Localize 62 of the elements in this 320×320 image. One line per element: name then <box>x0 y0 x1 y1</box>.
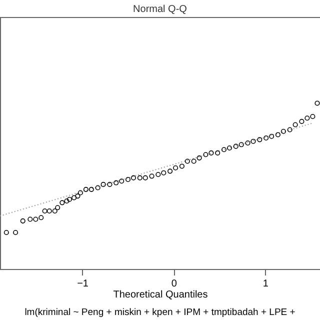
point <box>196 155 202 160</box>
point <box>4 230 9 236</box>
point <box>119 178 124 184</box>
point <box>38 215 44 220</box>
x-axis-title: Theoretical Quantiles <box>113 290 208 300</box>
point <box>208 150 214 156</box>
point <box>299 118 304 124</box>
point <box>250 138 256 144</box>
point <box>215 150 220 156</box>
point <box>114 180 119 186</box>
point <box>46 208 52 214</box>
point <box>161 170 166 176</box>
text: lm(kriminal ~ Peng + miskin + kpen + IPM + tmptibadah + LPE + <box>24 307 296 318</box>
point <box>287 127 292 132</box>
point <box>168 168 173 174</box>
point <box>221 147 227 152</box>
point <box>304 116 310 121</box>
point <box>42 208 48 214</box>
point <box>314 100 320 106</box>
x-tick-label: 0 <box>171 278 178 290</box>
point <box>191 158 196 164</box>
point <box>64 198 70 204</box>
point <box>130 175 136 180</box>
point <box>275 132 280 138</box>
point <box>78 190 83 196</box>
point <box>20 218 26 224</box>
point <box>75 194 80 199</box>
point <box>60 200 65 206</box>
point <box>83 186 88 192</box>
point <box>72 195 77 200</box>
point <box>66 196 72 202</box>
point <box>233 144 238 149</box>
point <box>13 230 18 236</box>
point <box>137 175 142 180</box>
point <box>33 216 38 222</box>
point <box>280 128 286 134</box>
point <box>310 114 316 119</box>
point <box>142 175 148 180</box>
chart-title: Normal Q-Q <box>133 4 188 15</box>
point <box>52 208 58 214</box>
point <box>149 174 154 179</box>
point <box>203 152 208 158</box>
point <box>95 185 100 190</box>
point <box>264 136 269 141</box>
point <box>88 186 94 192</box>
point <box>238 142 244 148</box>
point <box>156 172 161 178</box>
point <box>257 137 262 142</box>
point <box>100 182 106 187</box>
point <box>184 158 190 164</box>
x-tick-label: −1 <box>77 278 89 290</box>
point <box>55 205 60 210</box>
point <box>173 165 178 170</box>
point <box>125 176 131 182</box>
point <box>28 216 33 222</box>
point <box>292 122 298 128</box>
point <box>245 140 250 146</box>
point <box>179 164 184 169</box>
point <box>107 182 112 187</box>
x-tick-label: 1 <box>262 278 269 290</box>
point <box>226 145 232 150</box>
point <box>269 134 274 139</box>
